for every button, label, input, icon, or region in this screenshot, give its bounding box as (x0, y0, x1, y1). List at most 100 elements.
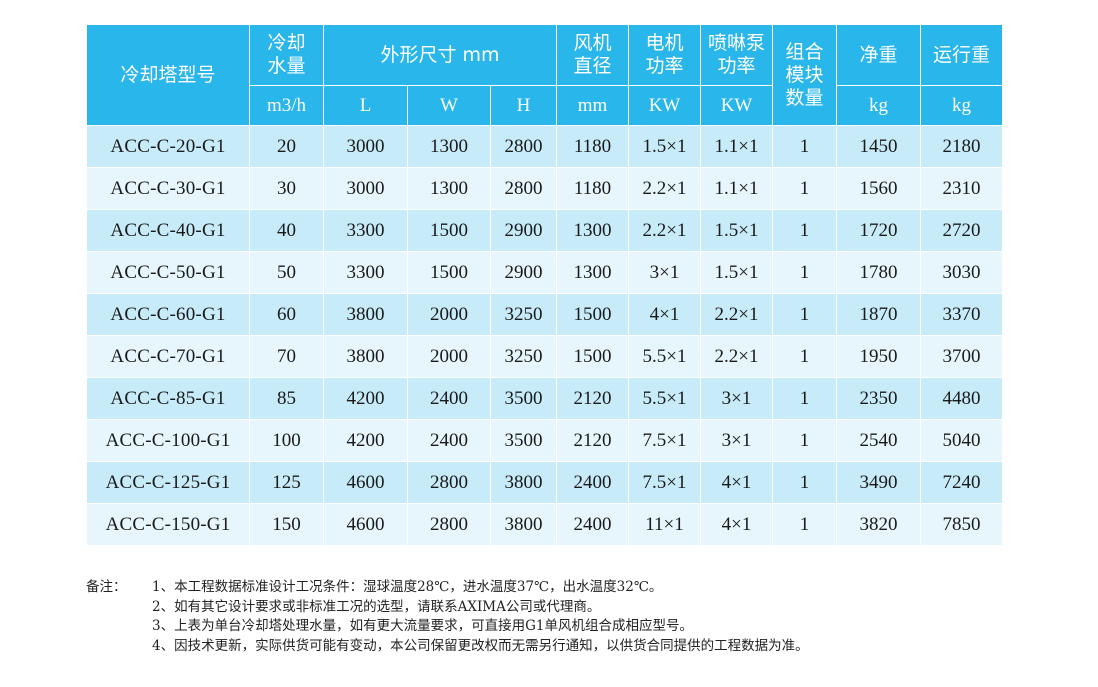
header-model: 冷却塔型号 (86, 24, 250, 126)
cell-motor: 5.5×1 (628, 377, 702, 420)
cell-length: 3800 (323, 293, 408, 336)
cell-model: ACC-C-40-G1 (86, 209, 250, 252)
note-item: 4、因技术更新，实际供货可能有变动，本公司保留更改权而无需另行通知，以供货合同提… (152, 637, 809, 654)
table-row: ACC-C-30-G1 30 3000 1300 2800 1180 2.2×1… (86, 167, 1004, 210)
cell-modules: 1 (772, 461, 838, 504)
cell-operating-weight: 2720 (920, 209, 1004, 252)
table-row: ACC-C-20-G1 20 3000 1300 2800 1180 1.5×1… (86, 125, 1004, 168)
cell-pump: 2.2×1 (700, 335, 774, 378)
cell-fan: 2120 (556, 377, 630, 420)
cell-net-weight: 1450 (836, 125, 922, 168)
cell-motor: 11×1 (628, 503, 702, 546)
table-row: ACC-C-125-G1 125 4600 2800 3800 2400 7.5… (86, 461, 1004, 504)
cell-modules: 1 (772, 377, 838, 420)
cell-flow: 125 (249, 461, 324, 504)
cell-motor: 7.5×1 (628, 419, 702, 462)
table-row: ACC-C-40-G1 40 3300 1500 2900 1300 2.2×1… (86, 209, 1004, 252)
cell-model: ACC-C-60-G1 (86, 293, 250, 336)
note-item: 2、如有其它设计要求或非标准工况的选型，请联系AXIMA公司或代理商。 (152, 598, 601, 615)
unit-width: W (407, 85, 491, 126)
cell-length: 4200 (323, 377, 408, 420)
cell-operating-weight: 3030 (920, 251, 1004, 294)
header-spray-pump-power: 喷啉泵功率 (700, 24, 774, 86)
cell-fan: 1300 (556, 209, 630, 252)
cell-height: 2900 (489, 209, 558, 252)
cell-length: 3300 (323, 251, 408, 294)
cell-height: 2900 (489, 251, 558, 294)
cell-fan: 2400 (556, 503, 630, 546)
cell-width: 1300 (407, 125, 491, 168)
cell-net-weight: 3490 (836, 461, 922, 504)
cell-operating-weight: 2180 (920, 125, 1004, 168)
note-item: 3、上表为单台冷却塔处理水量，如有更大流量要求，可直接用G1单风机组合成相应型号… (152, 618, 693, 634)
cell-flow: 85 (249, 377, 324, 420)
cell-fan: 1300 (556, 251, 630, 294)
header-module-count: 组合模块数量 (772, 24, 838, 126)
cell-width: 2000 (407, 335, 491, 378)
table-row: ACC-C-70-G1 70 3800 2000 3250 1500 5.5×1… (86, 335, 1004, 378)
cell-model: ACC-C-50-G1 (86, 251, 250, 294)
cell-length: 3300 (323, 209, 408, 252)
cell-net-weight: 1870 (836, 293, 922, 336)
table-body: ACC-C-20-G1 20 3000 1300 2800 1180 1.5×1… (86, 125, 1004, 546)
cell-length: 4600 (323, 503, 408, 546)
cell-height: 3500 (489, 419, 558, 462)
cell-modules: 1 (772, 209, 838, 252)
cell-flow: 20 (249, 125, 324, 168)
cell-motor: 4×1 (628, 293, 702, 336)
cell-operating-weight: 4480 (920, 377, 1004, 420)
cell-motor: 2.2×1 (628, 209, 702, 252)
cell-fan: 1180 (556, 167, 630, 210)
header-fan-diameter: 风机直径 (556, 24, 630, 86)
unit-height: H (489, 85, 558, 126)
unit-net-weight: kg (836, 85, 922, 126)
cell-operating-weight: 3370 (920, 293, 1004, 336)
cell-motor: 7.5×1 (628, 461, 702, 504)
cell-flow: 60 (249, 293, 324, 336)
table-row: ACC-C-150-G1 150 4600 2800 3800 2400 11×… (86, 503, 1004, 546)
cell-length: 4600 (323, 461, 408, 504)
cell-pump: 1.5×1 (700, 209, 774, 252)
cell-height: 3800 (489, 503, 558, 546)
cell-width: 2800 (407, 461, 491, 504)
cell-flow: 40 (249, 209, 324, 252)
cell-net-weight: 3820 (836, 503, 922, 546)
cell-length: 3000 (323, 125, 408, 168)
cell-net-weight: 1720 (836, 209, 922, 252)
cell-pump: 1.5×1 (700, 251, 774, 294)
cell-model: ACC-C-150-G1 (86, 503, 250, 546)
cell-height: 2800 (489, 167, 558, 210)
cell-height: 3500 (489, 377, 558, 420)
cell-pump: 4×1 (700, 503, 774, 546)
cell-pump: 3×1 (700, 419, 774, 462)
header-net-weight: 净重 (836, 24, 922, 86)
cell-width: 1500 (407, 209, 491, 252)
cell-operating-weight: 2310 (920, 167, 1004, 210)
cell-pump: 4×1 (700, 461, 774, 504)
cell-flow: 100 (249, 419, 324, 462)
cell-model: ACC-C-70-G1 (86, 335, 250, 378)
unit-pump: KW (700, 85, 774, 126)
cooling-tower-spec-table: 冷却塔型号 冷却水量 外形尺寸 mm 风机直径 电机功率 喷啉泵功率 组合模块数… (86, 24, 1004, 546)
cell-width: 1300 (407, 167, 491, 210)
cell-operating-weight: 3700 (920, 335, 1004, 378)
notes-label: 备注： (86, 579, 127, 595)
cell-length: 3000 (323, 167, 408, 210)
cell-fan: 2120 (556, 419, 630, 462)
cell-flow: 150 (249, 503, 324, 546)
cell-fan: 1180 (556, 125, 630, 168)
notes-list: 1、本工程数据标准设计工况条件：湿球温度28℃，进水温度37℃，出水温度32℃。… (86, 578, 1086, 656)
unit-fan: mm (556, 85, 630, 126)
cell-modules: 1 (772, 503, 838, 546)
cell-flow: 50 (249, 251, 324, 294)
cell-height: 3250 (489, 293, 558, 336)
header-motor-power: 电机功率 (628, 24, 702, 86)
cell-net-weight: 1950 (836, 335, 922, 378)
cell-operating-weight: 5040 (920, 419, 1004, 462)
cell-width: 2400 (407, 377, 491, 420)
unit-motor: KW (628, 85, 702, 126)
table-row: ACC-C-100-G1 100 4200 2400 3500 2120 7.5… (86, 419, 1004, 462)
table-row: ACC-C-85-G1 85 4200 2400 3500 2120 5.5×1… (86, 377, 1004, 420)
cell-pump: 2.2×1 (700, 293, 774, 336)
cell-modules: 1 (772, 293, 838, 336)
